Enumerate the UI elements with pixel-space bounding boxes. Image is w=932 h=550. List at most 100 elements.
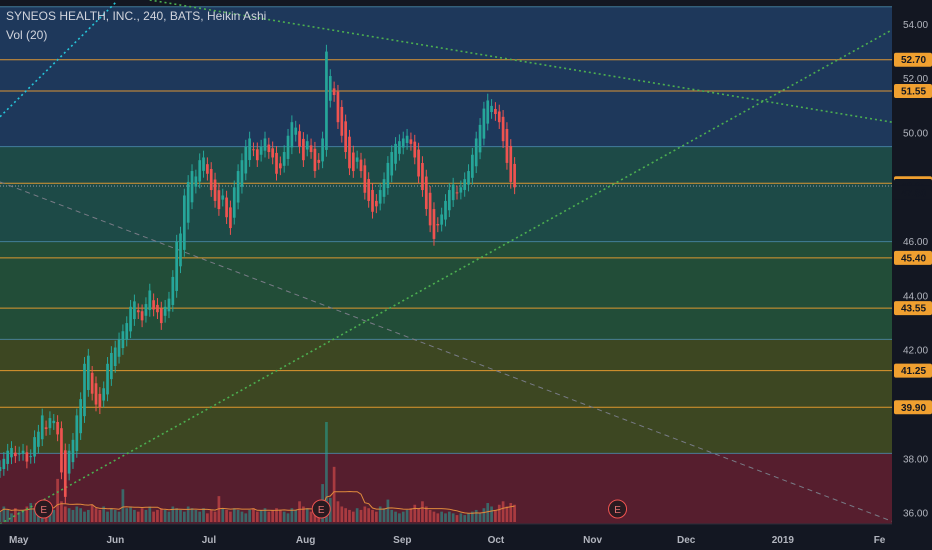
- candle: [94, 383, 98, 405]
- volume-bar: [505, 506, 509, 522]
- volume-bar: [232, 508, 236, 522]
- candle: [463, 179, 467, 190]
- volume-bar: [163, 509, 167, 522]
- candle: [117, 339, 121, 357]
- candle: [113, 347, 117, 367]
- volume-bar: [348, 509, 351, 522]
- candle: [282, 152, 286, 166]
- candle: [225, 197, 228, 218]
- candle: [14, 452, 17, 457]
- volume-bar: [471, 511, 474, 522]
- x-tick-label: Oct: [488, 535, 505, 546]
- price-tag-label: 47.80: [901, 188, 926, 199]
- candle: [332, 88, 336, 96]
- candle: [221, 195, 225, 200]
- volume-bar: [83, 511, 86, 522]
- x-tick-label: Aug: [296, 535, 315, 546]
- earnings-marker: [311, 499, 331, 519]
- volume-indicator-label[interactable]: Vol (20): [6, 28, 48, 42]
- volume-bar: [275, 508, 278, 522]
- candle: [428, 192, 432, 226]
- candle: [33, 437, 36, 457]
- candle: [363, 165, 367, 193]
- candle: [467, 171, 470, 185]
- volume-bar: [444, 513, 447, 522]
- candle: [405, 135, 409, 143]
- volume-bar: [94, 508, 98, 522]
- candle: [424, 176, 428, 210]
- level-price-tag-label: 41.25: [901, 366, 926, 377]
- y-tick-label: 50.00: [903, 129, 928, 140]
- candle: [501, 116, 505, 142]
- volume-bar: [10, 513, 13, 522]
- candle: [382, 179, 386, 197]
- volume-bar: [148, 506, 152, 522]
- candle: [375, 200, 378, 207]
- volume-bar: [455, 515, 459, 522]
- volume-bar: [355, 508, 359, 522]
- candle: [302, 138, 305, 161]
- volume-bar: [75, 506, 79, 522]
- zone-band: [0, 241, 892, 340]
- volume-bar: [344, 508, 347, 522]
- x-tick-label: Nov: [583, 535, 602, 546]
- candle: [505, 129, 509, 163]
- volume-bar: [259, 509, 263, 522]
- level-price-tag-label: 45.40: [901, 253, 926, 264]
- volume-bar: [309, 511, 313, 522]
- candle: [340, 106, 344, 136]
- volume-bar: [279, 509, 282, 522]
- candle: [229, 207, 232, 229]
- volume-bar: [436, 513, 440, 522]
- candle: [40, 415, 44, 440]
- candle: [317, 159, 321, 163]
- candle: [267, 144, 271, 153]
- volume-bar: [167, 511, 171, 522]
- volume-bar: [490, 506, 493, 522]
- volume-bar: [386, 499, 390, 522]
- volume-bar: [229, 511, 232, 522]
- candle: [409, 139, 413, 144]
- volume-bar: [113, 509, 117, 522]
- candle: [271, 148, 275, 158]
- volume-bar: [417, 508, 420, 522]
- volume-bar: [325, 422, 328, 522]
- level-price-tag-label: 52.70: [901, 55, 926, 66]
- volume-bar: [140, 508, 144, 522]
- candle: [394, 143, 397, 164]
- candle: [106, 363, 109, 395]
- candle: [194, 176, 198, 187]
- volume-bar: [56, 478, 59, 522]
- candle: [351, 152, 355, 172]
- volume-bar: [240, 511, 244, 522]
- candle: [482, 108, 486, 139]
- candle: [167, 298, 171, 312]
- candle: [459, 187, 463, 193]
- volume-bar: [133, 509, 136, 522]
- volume-bar: [363, 506, 367, 522]
- candle: [386, 162, 390, 189]
- candle: [244, 146, 248, 174]
- zone-band: [0, 6, 892, 147]
- volume-bar: [405, 509, 409, 522]
- volume-bar: [129, 506, 132, 522]
- y-tick-label: 54.00: [903, 20, 928, 31]
- candle: [275, 152, 278, 174]
- volume-bar: [152, 511, 155, 522]
- candle: [21, 450, 25, 454]
- candle: [455, 192, 459, 194]
- volume-bar: [0, 511, 2, 522]
- candle: [171, 276, 175, 305]
- volume-bar: [194, 509, 198, 522]
- volume-bar: [421, 501, 424, 522]
- volume-bar: [447, 511, 451, 522]
- candle: [348, 136, 351, 169]
- candle: [129, 306, 132, 332]
- volume-bar: [286, 513, 290, 522]
- x-tick-label: 2019: [772, 535, 795, 546]
- chart-title: SYNEOS HEALTH, INC., 240, BATS, Heikin A…: [6, 9, 267, 23]
- candle: [513, 163, 516, 188]
- volume-bar: [282, 511, 286, 522]
